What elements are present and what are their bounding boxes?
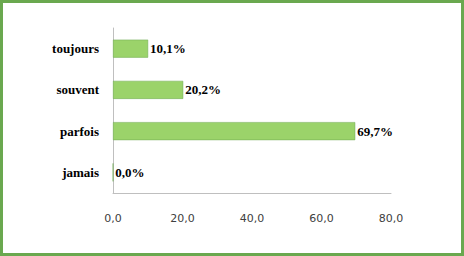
svg-text:40,0: 40,0	[240, 212, 265, 225]
svg-text:toujours: toujours	[52, 41, 99, 56]
svg-text:10,1%: 10,1%	[150, 41, 186, 56]
svg-text:parfois: parfois	[60, 124, 99, 139]
svg-text:20,0: 20,0	[170, 212, 195, 225]
svg-text:souvent: souvent	[56, 82, 99, 97]
svg-text:0,0: 0,0	[104, 212, 122, 225]
svg-text:69,7%: 69,7%	[357, 124, 393, 139]
svg-text:0,0%: 0,0%	[115, 165, 144, 180]
svg-text:20,2%: 20,2%	[185, 82, 221, 97]
svg-text:jamais: jamais	[61, 165, 99, 180]
svg-text:80,0: 80,0	[379, 212, 404, 225]
svg-text:60,0: 60,0	[309, 212, 334, 225]
